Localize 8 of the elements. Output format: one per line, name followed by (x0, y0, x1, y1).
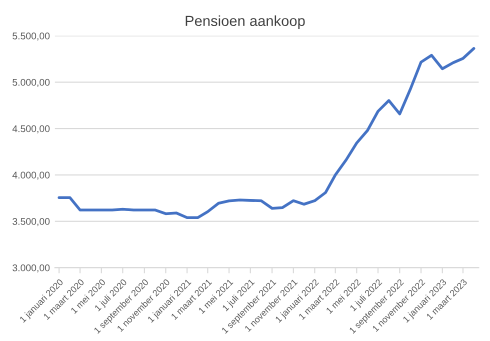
y-tick-label: 4.500,00 (12, 125, 50, 134)
line-series (58, 47, 476, 219)
y-tick-label: 4.000,00 (12, 172, 50, 180)
y-tick-label: 3.000,00 (12, 264, 50, 272)
y-tick-label: 5.000,00 (12, 78, 50, 87)
chart-title: Pensioen aankoop (186, 15, 305, 29)
y-tick-label: 5.500,00 (12, 32, 50, 41)
y-tick-label: 3.500,00 (12, 218, 50, 226)
